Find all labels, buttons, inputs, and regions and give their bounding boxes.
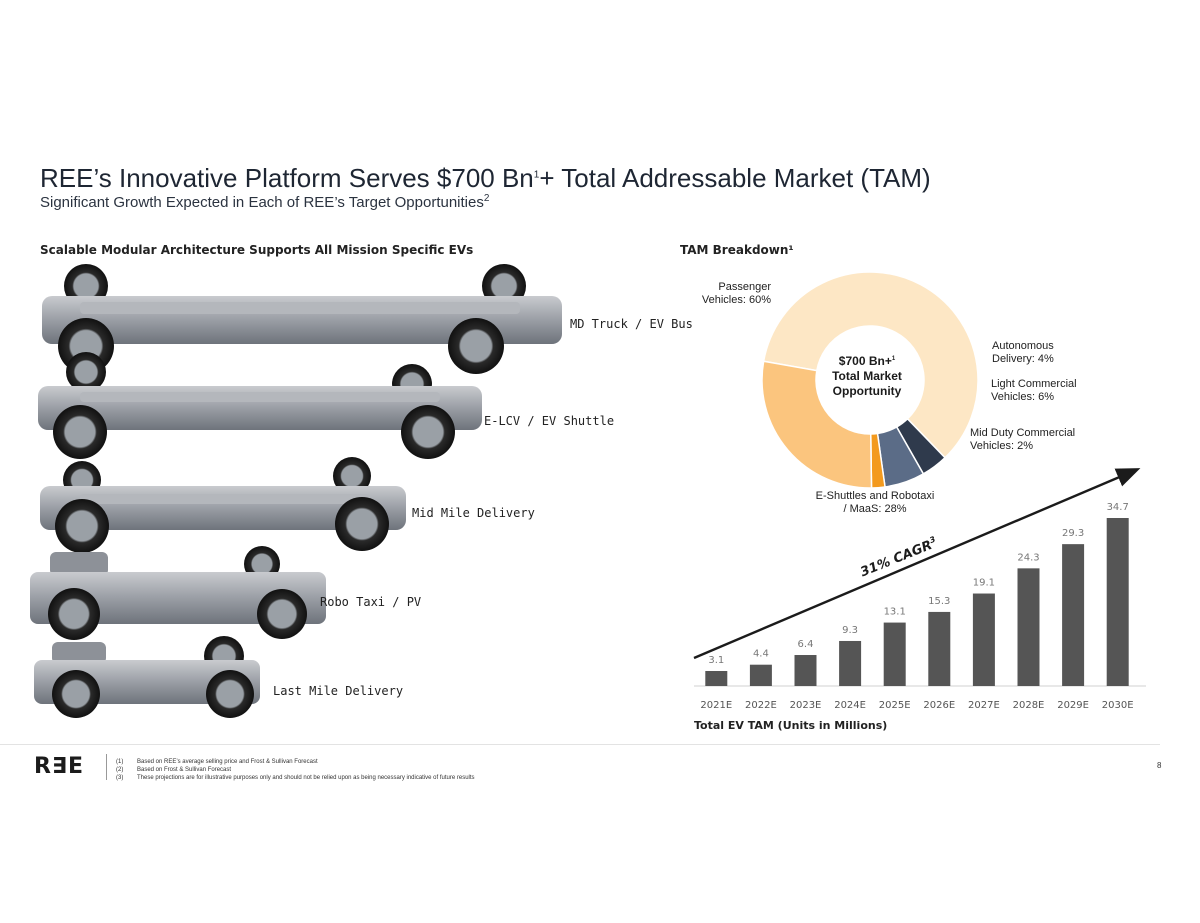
tam-label-e-shuttles: E-Shuttles and Robotaxi / MaaS: 28%: [815, 490, 935, 515]
last-mile-platform: [34, 636, 260, 718]
logo-separator: [106, 754, 107, 780]
platforms-heading: Scalable Modular Architecture Supports A…: [40, 243, 474, 257]
tam-label-passenger: Passenger Vehicles: 60%: [701, 281, 771, 306]
bar-value-label: 9.3: [842, 625, 858, 636]
ev-tam-bar-chart: 3.1 2021E 4.4 2022E 6.4 2023E 9.3 2024E 13.1 2025…: [693, 468, 1146, 711]
bar-2027E: [972, 593, 995, 686]
bar-value-label: 29.3: [1062, 528, 1084, 539]
x-tick-label: 2028E: [1013, 700, 1045, 711]
mid-mile-platform: [40, 457, 406, 553]
bar-value-label: 15.3: [928, 596, 950, 607]
x-tick-label: 2021E: [700, 700, 732, 711]
x-tick-label: 2023E: [790, 700, 822, 711]
tam-donut-chart: [761, 271, 979, 489]
x-tick-label: 2029E: [1057, 700, 1089, 711]
bar-2024E: [839, 640, 862, 686]
bar-value-label: 4.4: [753, 649, 769, 660]
bar-value-label: 34.7: [1107, 502, 1129, 513]
bar-2026E: [928, 611, 951, 686]
footnote-3: (3) These projections are for illustrativ…: [116, 775, 475, 781]
x-tick-label: 2027E: [968, 700, 1000, 711]
x-tick-label: 2030E: [1102, 700, 1134, 711]
bar-2029E: [1062, 544, 1085, 686]
footer-divider: [0, 744, 1160, 745]
platform-label-mid-mile: Mid Mile Delivery: [412, 506, 535, 520]
ree-logo: R∃E: [34, 754, 84, 779]
donut-slice-passenger: [762, 271, 979, 459]
bar-value-label: 3.1: [708, 655, 724, 666]
tam-label-autonomous: Autonomous Delivery: 4%: [992, 340, 1054, 365]
bar-2021E: [705, 670, 728, 686]
donut-center-text: $700 Bn+1 Total Market Opportunity: [832, 354, 902, 398]
bar-value-label: 19.1: [973, 578, 995, 589]
bar-value-label: 24.3: [1017, 552, 1039, 563]
bar-chart-title: Total EV TAM (Units in Millions): [694, 719, 888, 732]
cagr-arrow: [693, 468, 1141, 660]
bar-2028E: [1017, 568, 1040, 686]
md-truck-platform: [42, 264, 562, 374]
bar-2022E: [749, 664, 772, 686]
page-subtitle: Significant Growth Expected in Each of R…: [40, 193, 490, 211]
x-tick-label: 2026E: [923, 700, 955, 711]
bar-2030E: [1106, 518, 1129, 686]
footnotes: (1) Based on REE’s average selling price …: [116, 758, 475, 782]
x-tick-label: 2022E: [745, 700, 777, 711]
robo-taxi-platform: [30, 546, 326, 640]
platforms-illustration: [30, 264, 562, 718]
footnote-1: (1) Based on REE’s average selling price …: [116, 759, 318, 765]
page-title: REE’s Innovative Platform Serves $700 Bn…: [40, 163, 931, 193]
footnote-2: (2) Based on Frost & Sullivan Forecast: [116, 767, 232, 773]
e-lcv-platform: [38, 352, 482, 459]
tam-label-mid-duty: Mid Duty Commercial Vehicles: 2%: [970, 427, 1076, 452]
tam-label-light-commercial: Light Commercial Vehicles: 6%: [991, 378, 1077, 403]
platform-label-md-truck: MD Truck / EV Bus: [570, 317, 693, 331]
tam-heading: TAM Breakdown¹: [680, 243, 794, 257]
platform-label-e-lcv: E-LCV / EV Shuttle: [484, 414, 615, 428]
bar-2023E: [794, 655, 817, 686]
platform-label-last-mile: Last Mile Delivery: [273, 684, 404, 698]
x-tick-label: 2024E: [834, 700, 866, 711]
page-number: 8: [1157, 761, 1162, 770]
platform-label-robo-taxi: Robo Taxi / PV: [320, 595, 422, 609]
bar-value-label: 13.1: [884, 607, 906, 618]
x-tick-label: 2025E: [879, 700, 911, 711]
donut-slice-e-shuttles: [761, 360, 873, 489]
bar-value-label: 6.4: [798, 639, 814, 650]
bar-2025E: [883, 622, 906, 686]
